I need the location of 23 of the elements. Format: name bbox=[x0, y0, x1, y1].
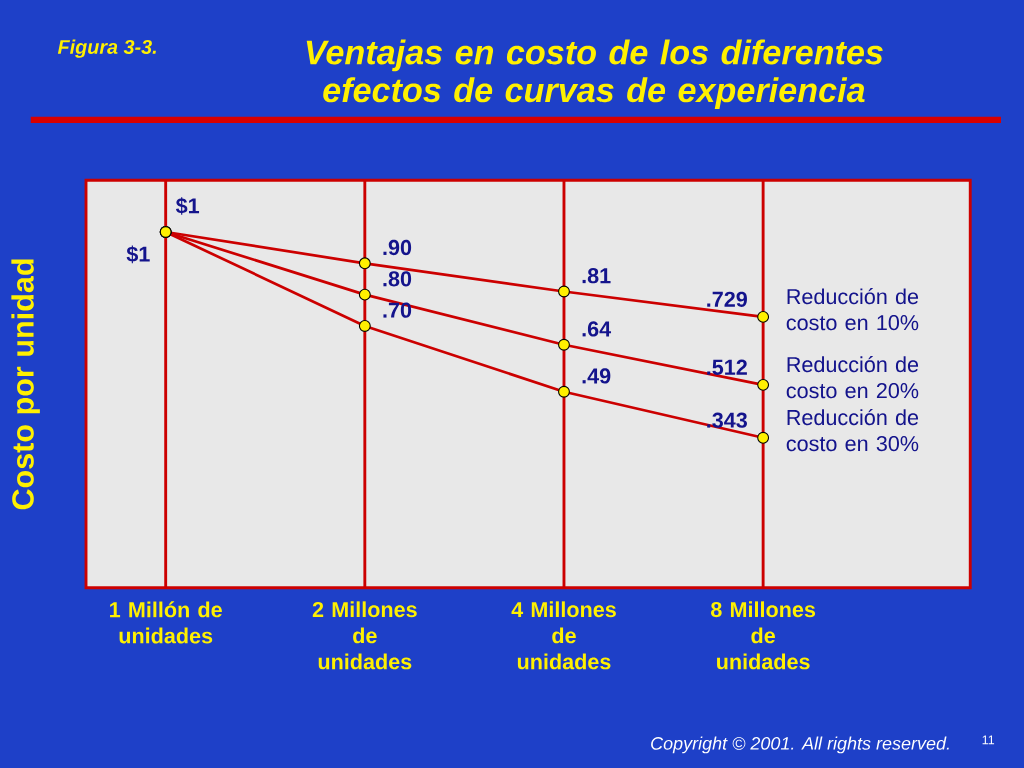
data-label: .90 bbox=[383, 239, 412, 256]
x-tick-label: 1 Millón de unidades bbox=[110, 601, 222, 644]
data-label: $1 bbox=[175, 197, 200, 215]
series-label: Reducción de costo en 30% bbox=[786, 409, 919, 452]
data-label: .729 bbox=[707, 291, 747, 307]
x-tick-label: 8 Millones de unidades bbox=[711, 601, 816, 670]
data-label: .80 bbox=[383, 271, 412, 287]
data-label: .343 bbox=[707, 412, 747, 428]
text: 11 bbox=[982, 735, 995, 745]
text: Copyright © 2001. All rights reserved. bbox=[651, 736, 949, 754]
data-label: .64 bbox=[582, 321, 612, 337]
series-label: Reducción de costo en 20% bbox=[786, 356, 919, 399]
x-tick-label: 2 Millones de unidades bbox=[312, 601, 417, 670]
data-label: $1 bbox=[126, 245, 150, 264]
data-label: .81 bbox=[582, 268, 611, 284]
data-label: .49 bbox=[582, 368, 611, 384]
chart-title: Ventajas en costo de los diferentes efectos de curvas de experiencia bbox=[306, 39, 883, 110]
x-tick-label: 4 Millones de unidades bbox=[511, 601, 616, 670]
data-label: .512 bbox=[707, 359, 747, 375]
y-axis-title: Costo por unidad bbox=[11, 259, 40, 510]
series-label: Reducción de costo en 10% bbox=[786, 288, 919, 331]
chart-subtitle: Figura 3-3. bbox=[57, 39, 156, 58]
data-label: .70 bbox=[383, 302, 412, 318]
